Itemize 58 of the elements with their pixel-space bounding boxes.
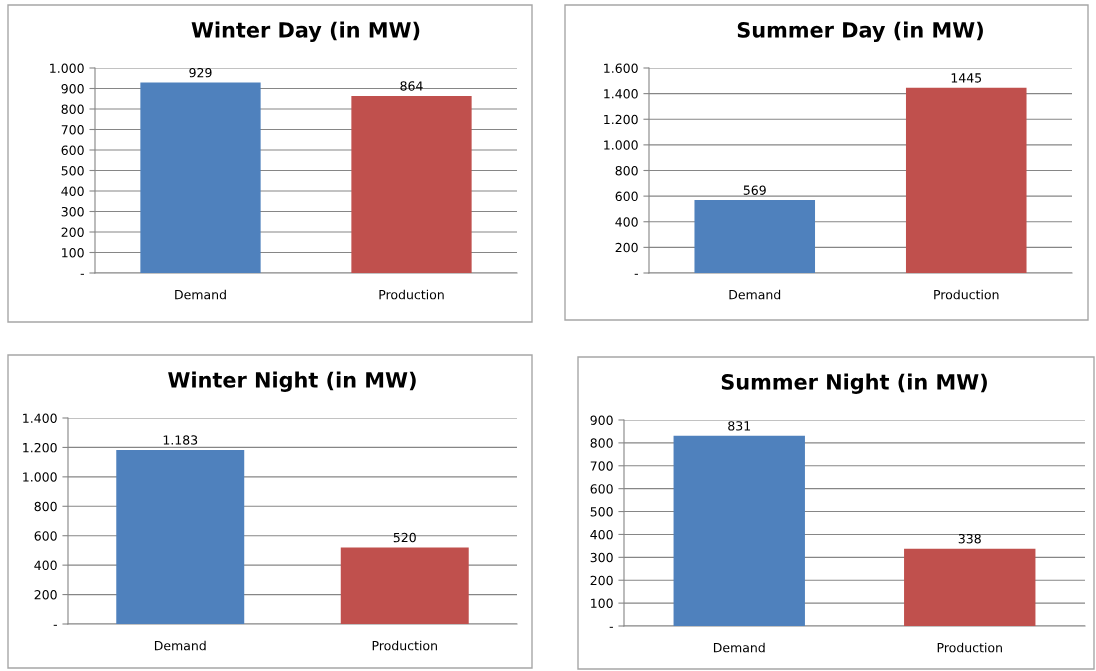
y-tick-label: 200 [590, 575, 613, 586]
y-tick-label: 500 [61, 165, 84, 176]
y-tick-label: 700 [590, 461, 613, 471]
data-label: 520 [393, 532, 416, 543]
y-tick-label: 400 [61, 186, 84, 196]
x-tick-label: Demand [154, 640, 206, 651]
x-tick-label: Production [372, 640, 437, 651]
y-tick-label: 200 [34, 590, 57, 600]
x-tick-label: Production [379, 289, 444, 300]
y-tick-label: 200 [61, 227, 84, 237]
y-tick-label: 800 [590, 438, 613, 448]
y-tick-label: 300 [61, 206, 84, 217]
y-tick-label: 500 [590, 507, 613, 517]
y-tick-label: - [609, 626, 613, 628]
y-tick-label: - [80, 273, 84, 275]
data-label: 1445 [951, 73, 982, 83]
chart-title: Winter Night (in MW) [168, 371, 416, 392]
y-tick-label: 100 [62, 247, 84, 258]
y-tick-label: 1.600 [604, 63, 638, 73]
y-tick-label: 800 [34, 501, 57, 512]
y-tick-label: 1.000 [23, 472, 57, 482]
x-tick-label: Demand [175, 289, 226, 300]
y-tick-label: 400 [34, 560, 57, 571]
y-tick-label: 600 [615, 191, 638, 202]
x-tick-label: Production [934, 289, 999, 300]
y-tick-label: 600 [590, 484, 613, 494]
data-label: 338 [958, 533, 981, 544]
y-tick-label: 1.000 [604, 140, 638, 150]
y-tick-label: 300 [590, 552, 613, 563]
data-label: 831 [728, 421, 751, 431]
y-tick-label: - [53, 624, 57, 626]
y-tick-label: 400 [590, 529, 613, 540]
data-label: 929 [189, 67, 212, 78]
y-tick-label: 1.400 [604, 89, 638, 99]
x-tick-label: Demand [729, 289, 781, 300]
chart-title: Summer Night (in MW) [721, 373, 987, 394]
y-tick-label: 200 [615, 242, 638, 253]
y-tick-label: 800 [61, 104, 84, 114]
data-label: 864 [400, 81, 423, 91]
chart-title: Summer Day (in MW) [737, 21, 983, 42]
y-tick-label: 1.000 [50, 63, 84, 73]
y-tick-label: - [634, 273, 638, 275]
x-tick-label: Demand [713, 642, 765, 653]
y-tick-label: 100 [591, 598, 613, 609]
y-tick-label: 900 [61, 83, 84, 94]
y-tick-label: 600 [34, 531, 57, 541]
y-tick-label: 600 [61, 145, 84, 155]
y-tick-label: 700 [61, 124, 84, 135]
x-tick-label: Production [937, 642, 1002, 653]
y-tick-label: 1.400 [23, 413, 57, 423]
y-tick-label: 900 [590, 415, 613, 425]
data-label: 569 [743, 185, 766, 195]
chart-title: Winter Day (in MW) [191, 21, 420, 42]
y-tick-label: 400 [615, 217, 638, 227]
y-tick-label: 1.200 [604, 114, 638, 125]
data-label: 1.183 [163, 435, 198, 445]
y-tick-label: 800 [615, 165, 638, 176]
y-tick-label: 1.200 [23, 442, 57, 453]
